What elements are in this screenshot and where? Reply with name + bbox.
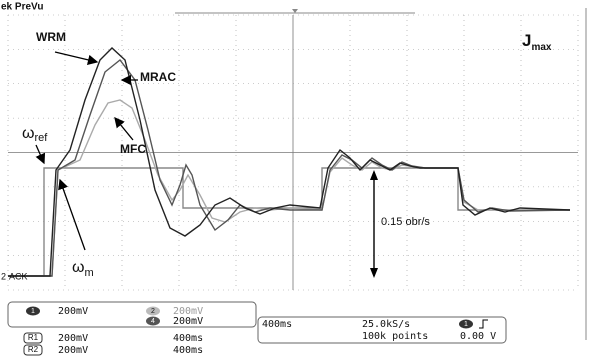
timebase: 400ms	[262, 319, 292, 330]
amplitude-label: 0.15 obr/s	[381, 216, 430, 228]
r1-id: R1	[28, 333, 39, 342]
symbol: ω	[22, 125, 35, 142]
r2-scale: 200mV	[58, 345, 88, 356]
mfc-arrow	[115, 118, 133, 140]
trigger-level: 0.00 V	[460, 331, 496, 342]
j-max-label: Jmax	[522, 31, 552, 52]
omega-ref-label: ωref	[22, 125, 48, 144]
mfc-trace	[8, 100, 570, 276]
ch1-id: 1	[31, 308, 35, 315]
wrm-arrow	[55, 52, 97, 62]
brand: ek PreVu	[1, 2, 43, 13]
ch4-scale: 200mV	[173, 316, 203, 327]
channel-box	[8, 302, 256, 327]
trigger-slope	[479, 320, 488, 328]
graticule	[8, 15, 578, 290]
mrac-label: MRAC	[140, 70, 176, 84]
wrm-trace	[8, 48, 570, 276]
wrm-label: WRM	[36, 30, 66, 44]
subscript: max	[531, 42, 551, 53]
subscript: m	[85, 267, 94, 279]
ch1-scale: 200mV	[58, 306, 88, 317]
omega-m-label: ωm	[72, 259, 94, 279]
record-length: 100k points	[362, 331, 428, 342]
ack-marker: ACK	[9, 271, 28, 281]
symbol: J	[522, 31, 531, 50]
subscript: ref	[35, 132, 49, 144]
channel-marker: 2	[1, 271, 6, 281]
symbol: ω	[72, 259, 85, 276]
omega-m-arrow	[60, 180, 85, 250]
scope-screen: ek PreVu WRM MRAC MFC ωref ωm Jmax 0.15 …	[0, 0, 593, 356]
record-marker	[292, 9, 298, 13]
r1-scale: 200mV	[58, 333, 88, 344]
r2-id: R2	[28, 345, 39, 354]
ch4-id: 4	[151, 318, 155, 325]
ch2-id: 2	[151, 308, 155, 315]
mfc-label: MFC	[120, 142, 146, 156]
reference-trace	[8, 168, 570, 276]
r2-time: 400ms	[173, 345, 203, 356]
r1-time: 400ms	[173, 333, 203, 344]
trigger-channel: 1	[464, 321, 468, 328]
sample-rate: 25.0kS/s	[362, 319, 410, 330]
omega-ref-arrow	[36, 145, 44, 163]
